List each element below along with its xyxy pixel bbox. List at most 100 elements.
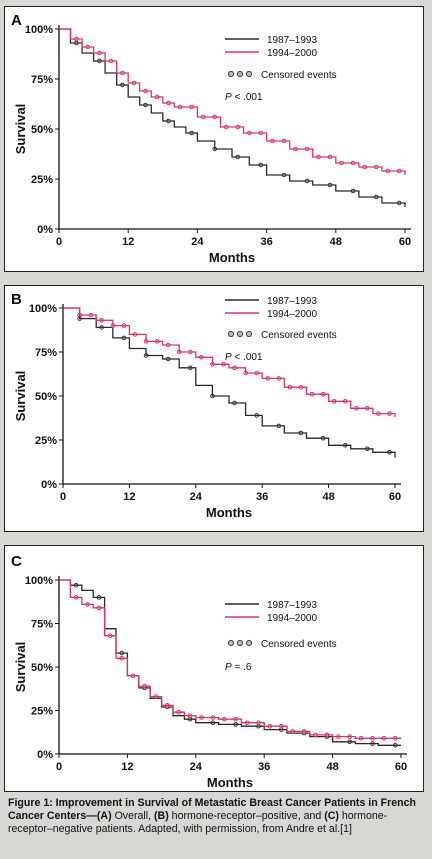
panel-label: C (11, 553, 22, 570)
censor-marker (327, 154, 333, 160)
censor-marker (350, 188, 356, 194)
censor-marker (187, 713, 193, 718)
censor-marker (298, 430, 304, 436)
x-tick-label: 24 (190, 491, 203, 503)
panel-b: B 0% 25% 50% 75% 100% 0 12 24 36 48 60 Months Surviva… (4, 285, 424, 532)
censor-marker (232, 365, 237, 371)
censor-marker (270, 138, 275, 144)
censor-marker (154, 94, 160, 100)
censor-marker (199, 355, 204, 360)
y-tick-label: 0% (37, 749, 53, 761)
censor-marker (108, 633, 113, 638)
y-tick-label: 75% (35, 347, 57, 359)
censor-marker (256, 720, 261, 725)
censor-marker (233, 716, 238, 722)
censor-marker (365, 406, 370, 411)
survival-chart-c: C 0% 25% 50% 75% 100% 0 12 24 36 48 60 Months Surviva… (11, 553, 407, 790)
caption-title: Figure 1: Improvement in Survival of Met… (8, 797, 416, 822)
censor-marker (243, 370, 248, 376)
censor-marker (88, 312, 93, 318)
censor-marker (154, 339, 160, 344)
censor-marker (74, 36, 79, 42)
censor-marker (96, 595, 102, 600)
censor-marker (290, 729, 296, 734)
censor-marker (77, 312, 82, 318)
legend-label-1987-1993: 1987–1993 (267, 600, 317, 611)
censor-marker (316, 154, 321, 160)
legend-censor-symbol (227, 639, 235, 647)
legend-censor-symbol (236, 70, 244, 78)
censor-marker (130, 673, 136, 678)
censor-marker (358, 736, 364, 741)
legend-censor-symbol (227, 70, 235, 78)
x-tick-label: 36 (256, 491, 268, 503)
censor-marker (347, 734, 353, 739)
x-axis-label: Months (206, 505, 252, 520)
censor-marker (210, 715, 216, 720)
censor-marker (199, 715, 204, 720)
y-tick-label: 25% (31, 706, 53, 718)
censor-marker (279, 723, 284, 729)
y-tick-label: 75% (31, 619, 53, 631)
censor-marker (254, 370, 259, 376)
censor-marker (381, 736, 387, 741)
x-tick-label: 0 (56, 236, 62, 248)
censor-marker (143, 88, 148, 94)
y-tick-label: 0% (41, 479, 57, 491)
censor-marker (387, 411, 392, 416)
censor-marker (96, 605, 102, 611)
censor-marker (99, 318, 104, 323)
p-symbol: P (225, 92, 232, 103)
p-value-text: P < .001 (225, 92, 263, 103)
censor-marker (176, 349, 182, 355)
censor-marker (354, 406, 359, 411)
panel-a: A 0% 25% 50% 75% 100% 0 12 24 36 48 60 Months Surviva… (4, 6, 424, 272)
censor-marker (210, 362, 215, 367)
y-tick-label: 0% (37, 224, 53, 236)
censor-marker (212, 114, 217, 120)
x-tick-label: 12 (122, 236, 134, 248)
censor-marker (143, 102, 148, 108)
p-symbol: P (225, 352, 232, 363)
x-tick-label: 0 (60, 491, 66, 503)
x-tick-label: 24 (190, 761, 203, 773)
y-tick-label: 50% (35, 391, 57, 403)
legend-censored-label: Censored events (261, 70, 337, 81)
series-line-1994-2000 (63, 307, 396, 418)
censor-marker (385, 168, 391, 174)
figure-caption: Figure 1: Improvement in Survival of Met… (8, 797, 422, 836)
panel-c: C 0% 25% 50% 75% 100% 0 12 24 36 48 60 Months Surviva… (4, 545, 424, 792)
x-tick-label: 36 (258, 761, 270, 773)
y-tick-label: 25% (35, 435, 57, 447)
censor-marker (244, 720, 250, 725)
x-axis-label: Months (207, 775, 253, 790)
censor-marker (258, 162, 264, 168)
panel-label: A (11, 12, 22, 29)
p-value-text: P = .6 (225, 662, 252, 673)
y-axis-label: Survival (13, 104, 28, 155)
series-line-1987-1993 (59, 28, 406, 207)
censor-marker (132, 332, 138, 337)
censor-marker (342, 443, 348, 448)
x-tick-label: 48 (330, 236, 342, 248)
y-tick-label: 100% (29, 303, 57, 315)
x-tick-label: 12 (121, 761, 133, 773)
censor-marker (324, 732, 330, 738)
x-tick-label: 24 (191, 236, 204, 248)
censor-marker (254, 413, 259, 418)
censor-marker (189, 104, 194, 110)
censor-marker (247, 130, 252, 136)
censor-marker (235, 154, 241, 160)
censor-marker (143, 339, 149, 344)
caption-text-b: hormone-receptor–positive, and (168, 810, 325, 822)
series-line-1987-1993 (63, 307, 396, 458)
censor-marker (121, 335, 127, 341)
censor-marker (189, 130, 194, 136)
legend-censored-label: Censored events (261, 639, 337, 650)
p-value: = .6 (232, 662, 252, 673)
censor-marker (108, 58, 114, 64)
censor-marker (212, 146, 217, 152)
caption-text-c: hormone-receptor–negative patients. Adap… (8, 810, 388, 835)
censor-marker (176, 709, 181, 715)
censor-marker (166, 118, 171, 124)
